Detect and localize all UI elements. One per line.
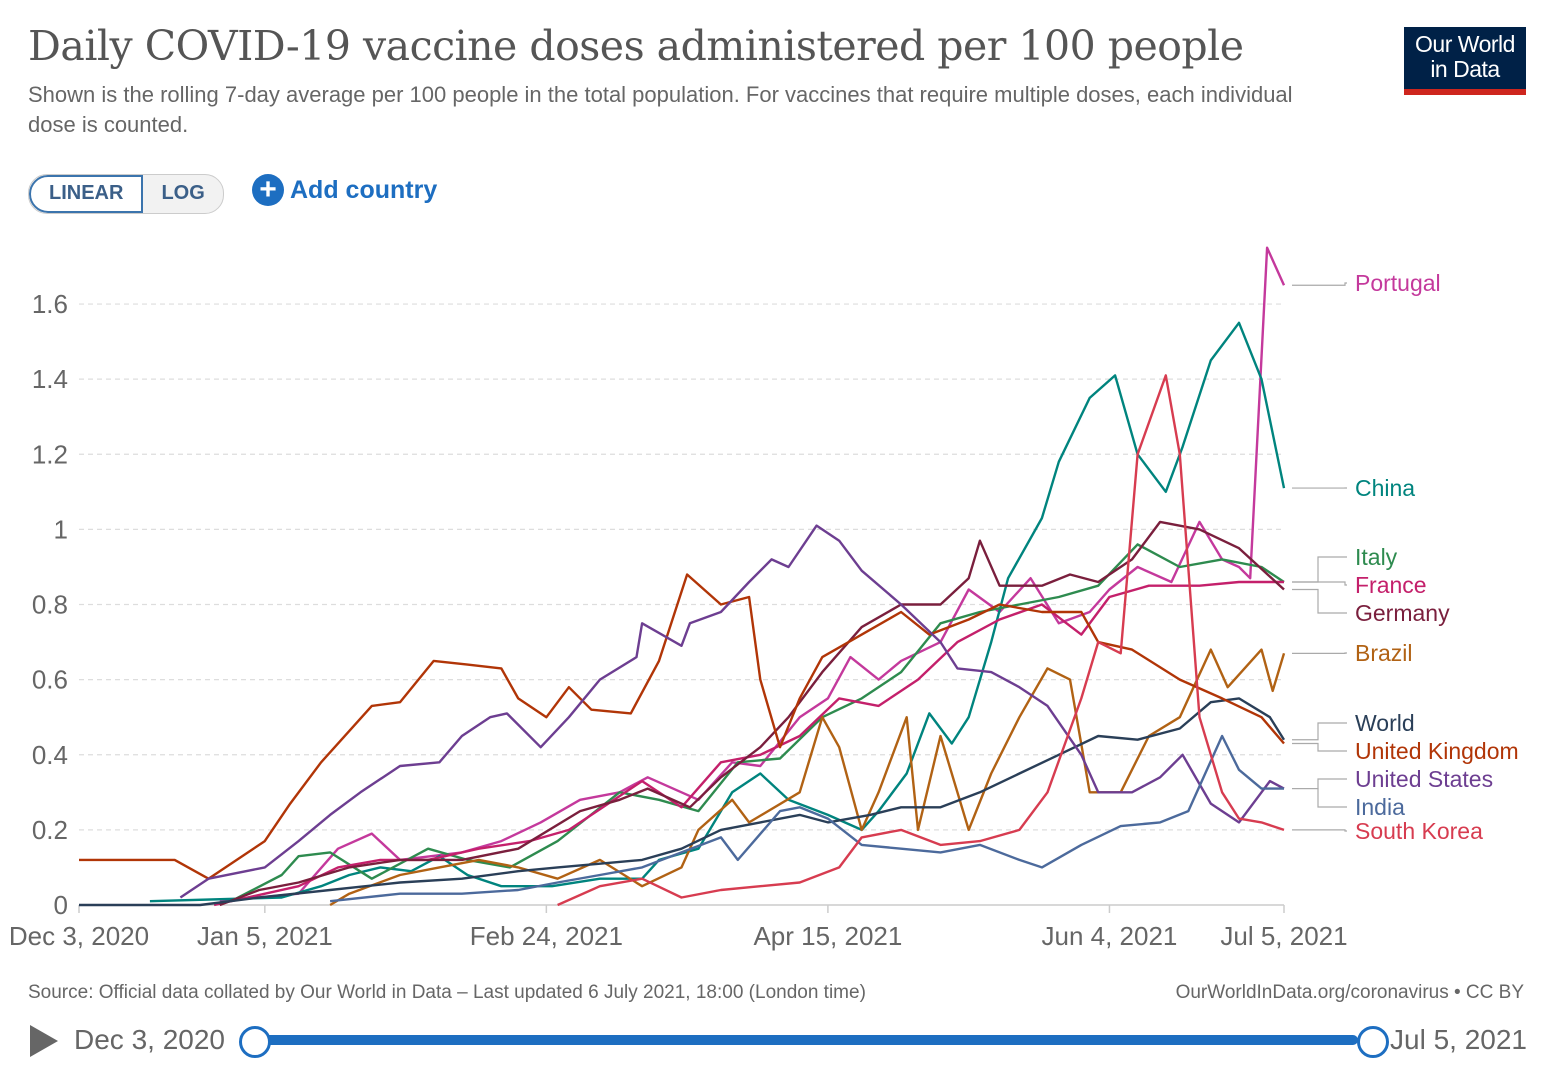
legend-connector	[1292, 581, 1347, 586]
x-tick-label: Dec 3, 2020	[9, 921, 149, 951]
series-line-world	[79, 697, 1286, 907]
logo-line-1: Our World	[1415, 31, 1515, 57]
y-tick-label: 0	[54, 890, 68, 920]
legend-connector	[1292, 778, 1347, 790]
chart-subtitle: Shown is the rolling 7-day average per 1…	[28, 82, 1293, 137]
legend-connector	[1292, 556, 1347, 583]
logo-line-2: in Data	[1430, 56, 1500, 82]
linear-button[interactable]: LINEAR	[29, 175, 144, 213]
y-tick-label: 0.8	[32, 590, 68, 620]
legend-label[interactable]: United States	[1355, 766, 1493, 792]
legend-connector	[1292, 829, 1347, 832]
series-line-united-kingdom	[79, 573, 1285, 880]
series-line-brazil	[329, 648, 1286, 907]
legend-connector	[1292, 742, 1347, 752]
y-tick-label: 0.4	[32, 740, 68, 770]
y-tick-label: 1	[54, 514, 68, 544]
x-tick-label: Feb 24, 2021	[470, 921, 623, 951]
legend-label[interactable]: World	[1355, 710, 1415, 736]
series-line-italy	[230, 543, 1285, 903]
legend-label[interactable]: India	[1355, 794, 1405, 820]
y-tick-label: 0.2	[32, 815, 68, 845]
legend-label[interactable]: Italy	[1355, 544, 1398, 570]
log-button[interactable]: LOG	[161, 182, 205, 204]
plus-icon: +	[252, 174, 284, 206]
series-line-germany	[219, 520, 1285, 907]
legend-label[interactable]: Germany	[1355, 600, 1450, 626]
series-line-south-korea	[557, 374, 1285, 907]
legend-connector	[1292, 722, 1347, 741]
y-tick-label: 1.2	[32, 439, 68, 469]
source-note: Source: Official data collated by Our Wo…	[28, 982, 866, 1003]
timeline-start-handle[interactable]	[239, 1026, 271, 1058]
x-tick-label: Jan 5, 2021	[197, 921, 333, 951]
add-country-button[interactable]: + Add country	[252, 174, 437, 206]
y-tick-label: 0.6	[32, 665, 68, 695]
series-line-united-states	[179, 524, 1285, 899]
legend-connector	[1292, 787, 1347, 808]
owid-logo[interactable]: Our World in Data	[1404, 27, 1526, 95]
timeline-start-label: Dec 3, 2020	[74, 1024, 225, 1055]
y-tick-label: 1.6	[32, 289, 68, 319]
x-tick-label: Apr 15, 2021	[753, 921, 902, 951]
series-line-india	[329, 734, 1284, 903]
x-tick-label: Jun 4, 2021	[1041, 921, 1177, 951]
legend-label[interactable]: Portugal	[1355, 270, 1441, 296]
timeline-end-handle[interactable]	[1357, 1026, 1389, 1058]
y-tick-label: 1.4	[32, 364, 68, 394]
legend-label[interactable]: France	[1355, 572, 1427, 598]
legend-label[interactable]: China	[1355, 475, 1415, 501]
legend-connector	[1292, 282, 1347, 286]
series-line-portugal	[219, 246, 1286, 903]
timeline-end-label: Jul 5, 2021	[1390, 1024, 1527, 1055]
play-icon[interactable]	[30, 1025, 58, 1057]
legend-label[interactable]: United Kingdom	[1355, 738, 1519, 764]
scale-toggle: LINEAR LOG	[28, 174, 224, 214]
add-country-label: Add country	[290, 175, 438, 204]
chart-title: Daily COVID-19 vaccine doses administere…	[28, 22, 1244, 70]
legend-label[interactable]: South Korea	[1355, 818, 1483, 844]
legend-label[interactable]: Brazil	[1355, 640, 1413, 666]
x-tick-label: Jul 5, 2021	[1220, 921, 1347, 951]
timeline-track[interactable]	[252, 1035, 1358, 1045]
legend-connector	[1292, 588, 1347, 614]
credit-link[interactable]: OurWorldInData.org/coronavirus • CC BY	[1175, 982, 1524, 1003]
